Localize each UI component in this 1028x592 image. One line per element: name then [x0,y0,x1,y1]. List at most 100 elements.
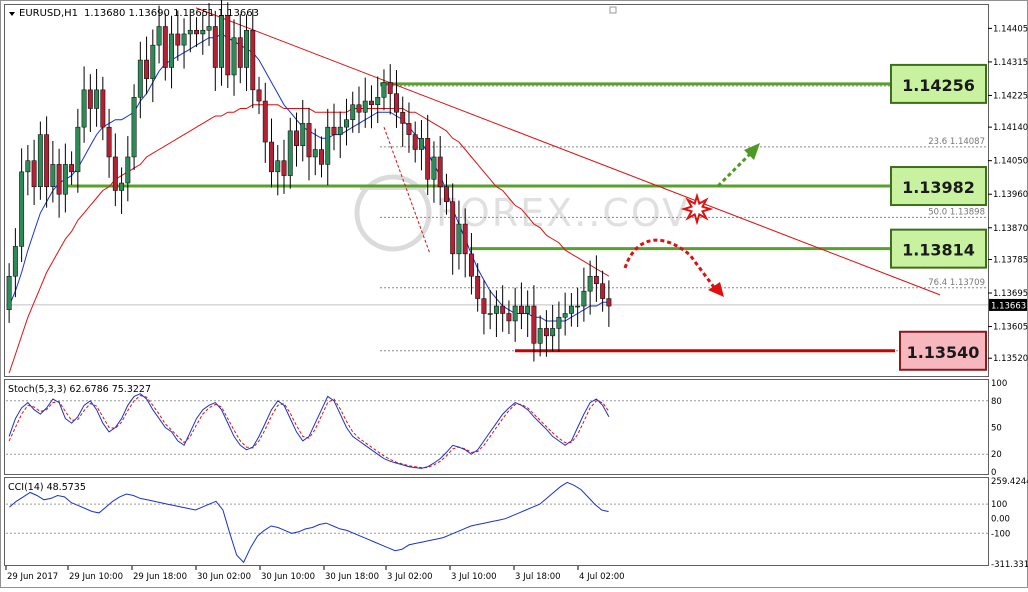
candle[interactable] [100,76,106,141]
candle[interactable] [6,263,12,323]
candle[interactable] [362,77,368,128]
candle[interactable] [562,292,568,336]
candle[interactable] [500,285,506,332]
candle[interactable] [575,287,581,327]
candle[interactable] [175,10,181,61]
candle[interactable] [331,103,337,151]
candle[interactable] [187,9,193,53]
candle[interactable] [531,285,537,362]
candle[interactable] [456,200,462,270]
candle[interactable] [325,108,331,186]
candle[interactable] [487,290,493,330]
candle[interactable] [443,173,449,215]
candle[interactable] [169,15,175,89]
candle[interactable] [44,116,50,208]
candle[interactable] [512,287,518,342]
candle[interactable] [69,151,75,185]
candle[interactable] [225,2,231,88]
candle[interactable] [56,148,62,218]
candle[interactable] [356,86,362,134]
candle[interactable] [344,98,349,146]
candle[interactable] [262,82,268,163]
candle[interactable] [394,70,399,128]
candle[interactable] [219,0,224,86]
candle[interactable] [300,99,306,162]
candle[interactable] [194,17,199,47]
candle[interactable] [319,136,324,178]
candle[interactable] [137,41,143,119]
candle[interactable] [437,136,443,206]
candle[interactable] [144,36,150,95]
candle[interactable] [462,208,468,278]
candle[interactable] [381,69,387,111]
candle[interactable] [231,19,237,96]
candle[interactable] [593,255,599,302]
candle[interactable] [506,300,512,334]
candle[interactable] [269,118,274,188]
candle[interactable] [250,9,256,109]
candle[interactable] [287,117,293,189]
candle[interactable] [419,120,424,171]
candle[interactable] [312,128,318,176]
candle[interactable] [518,282,524,330]
candle[interactable] [162,13,168,81]
candle[interactable] [37,121,43,200]
candle[interactable] [50,140,56,203]
candle[interactable] [369,85,374,129]
candle[interactable] [412,121,418,163]
candle[interactable] [406,102,412,153]
candle[interactable] [256,76,262,115]
cci-pane[interactable] [4,477,989,566]
candle[interactable] [275,145,281,196]
candle[interactable] [468,232,474,295]
candle[interactable] [556,301,562,352]
candle[interactable] [600,270,606,312]
candle[interactable] [237,14,243,84]
candle[interactable] [181,18,187,69]
candle[interactable] [337,111,343,159]
candle[interactable] [543,310,549,357]
candle[interactable] [244,14,249,91]
candle[interactable] [387,64,393,115]
candle[interactable] [606,280,612,327]
candle[interactable] [106,108,112,178]
candle[interactable] [206,3,212,46]
candle[interactable] [125,136,131,202]
candle[interactable] [475,263,481,312]
candle[interactable] [537,315,543,357]
candle[interactable] [81,66,87,143]
candle[interactable] [150,29,156,103]
candle[interactable] [62,143,68,213]
candle[interactable] [581,267,587,322]
candle[interactable] [431,141,437,203]
candle[interactable] [306,107,312,181]
candle[interactable] [200,11,206,55]
candle[interactable] [25,145,31,196]
candle[interactable] [119,167,125,214]
candle[interactable] [525,290,531,337]
candle[interactable] [425,114,431,195]
candle[interactable] [400,96,406,147]
candle[interactable] [350,91,356,133]
candle[interactable] [375,76,381,124]
candle[interactable] [450,183,456,275]
candle[interactable] [587,260,593,315]
candle[interactable] [31,139,37,206]
candle[interactable] [156,5,162,64]
candle[interactable] [568,293,574,327]
candle[interactable] [493,290,499,337]
candle[interactable] [294,112,299,167]
candle[interactable] [87,74,93,132]
chevron-down-icon[interactable] [9,12,15,16]
candle[interactable] [131,84,137,170]
candle[interactable] [94,68,100,127]
candle[interactable] [281,139,287,194]
candle[interactable] [112,133,118,207]
candle[interactable] [12,228,18,298]
candle[interactable] [212,10,218,91]
candle[interactable] [550,304,556,352]
candle[interactable] [75,108,81,193]
candle[interactable] [481,280,487,335]
candle[interactable] [19,148,25,263]
